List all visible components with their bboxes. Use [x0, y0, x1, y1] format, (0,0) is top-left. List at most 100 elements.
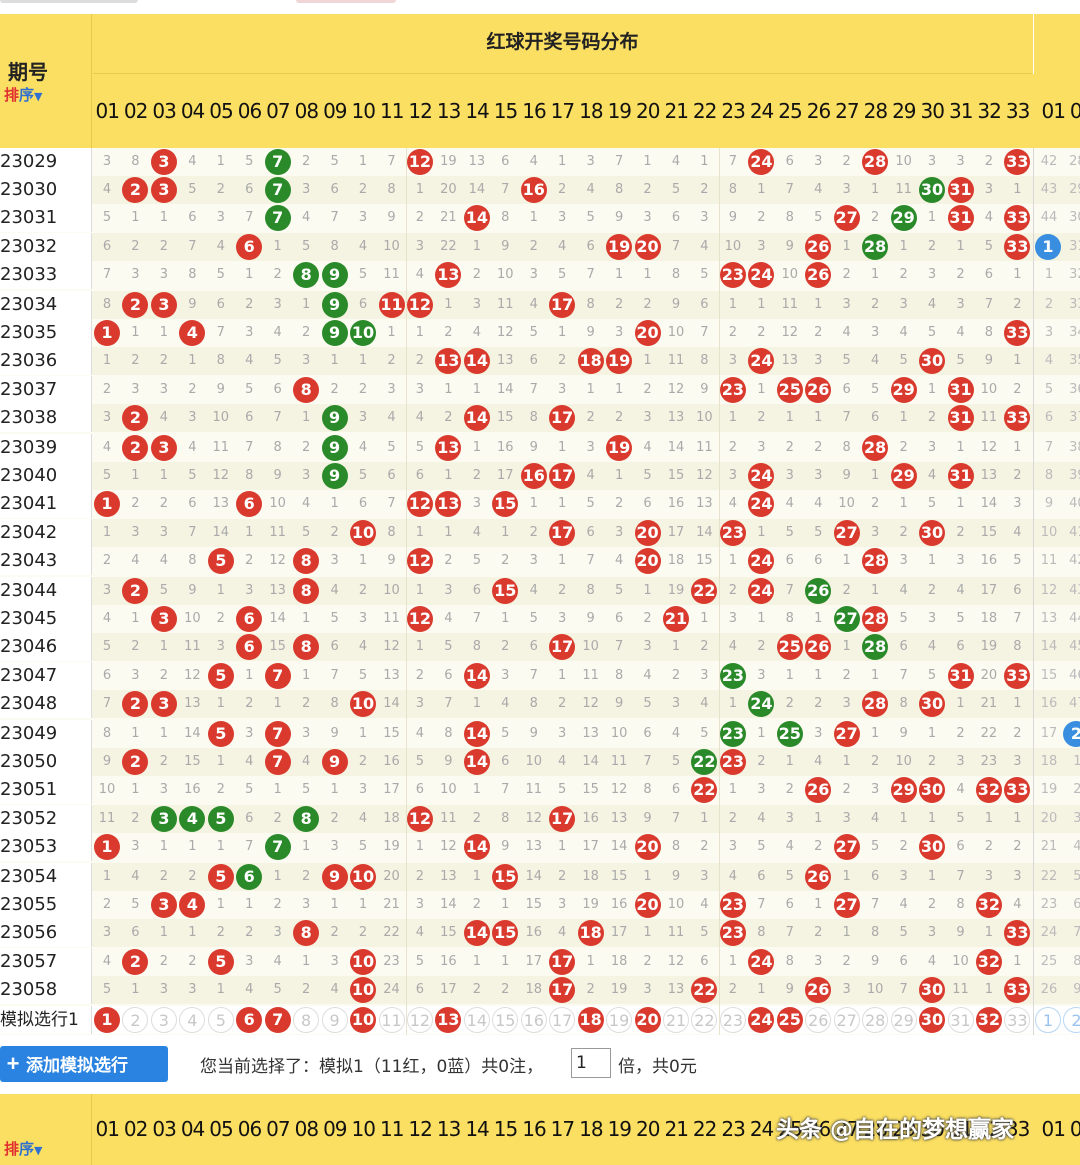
miss-count: 3 [558, 381, 567, 397]
miss-count: 5 [245, 154, 254, 169]
unselected-ball[interactable]: 16 [520, 1007, 547, 1033]
unselected-ball[interactable]: 22 [691, 1007, 718, 1033]
red-ball: 6 [236, 606, 263, 633]
miss-count: 4 [245, 353, 254, 369]
miss-count: 6 [472, 583, 481, 598]
miss-count: 9 [842, 468, 851, 484]
miss-count: 6 [614, 611, 624, 627]
selected-red-ball[interactable]: 1 [94, 1007, 120, 1033]
red-number-header: 33 [1005, 1117, 1030, 1141]
selected-red-ball[interactable]: 13 [435, 1007, 462, 1033]
miss-count: 10 [980, 381, 998, 397]
unselected-ball[interactable]: 5 [207, 1007, 234, 1033]
miss-count: 2 [245, 925, 254, 941]
unselected-blue-ball[interactable]: 2 [1063, 1007, 1080, 1033]
selected-red-ball[interactable]: 25 [776, 1007, 803, 1033]
unselected-ball[interactable]: 31 [947, 1007, 974, 1033]
unselected-ball[interactable]: 28 [862, 1007, 889, 1033]
unselected-blue-ball[interactable]: 1 [1035, 1007, 1061, 1033]
red-ball: 5 [207, 662, 234, 689]
selected-red-ball[interactable]: 24 [748, 1007, 775, 1033]
red-ball: 33 [1004, 320, 1031, 347]
miss-count: 2 [330, 810, 339, 826]
miss-count: 3 [472, 297, 481, 312]
miss-count: 4 [956, 325, 965, 341]
unselected-ball[interactable]: 15 [492, 1007, 519, 1033]
miss-count: 2 [302, 695, 311, 711]
unselected-ball[interactable]: 11 [378, 1007, 405, 1033]
red-ball: 26 [805, 777, 832, 804]
sort-toggle-footer[interactable]: 排序▼ [4, 1140, 43, 1158]
unselected-ball[interactable]: 4 [179, 1007, 206, 1033]
unselected-ball[interactable]: 2 [122, 1007, 149, 1033]
sort-toggle[interactable]: 排序▼ [4, 86, 43, 104]
top-tab[interactable] [0, 0, 138, 3]
miss-count: 1 [643, 925, 652, 941]
unselected-ball[interactable]: 29 [890, 1007, 917, 1033]
miss-count: 9 [216, 381, 225, 397]
blue-miss-count: 45 [1069, 639, 1080, 655]
selected-red-ball[interactable]: 32 [975, 1007, 1002, 1033]
miss-count: 6 [586, 524, 595, 540]
selected-red-ball[interactable]: 7 [264, 1007, 291, 1033]
miss-count: 16 [497, 440, 514, 455]
unselected-ball[interactable]: 9 [321, 1007, 348, 1033]
selected-red-ball[interactable]: 18 [577, 1007, 604, 1033]
miss-count: 1 [501, 953, 510, 969]
miss-count: 1 [358, 552, 368, 568]
unselected-ball[interactable]: 8 [293, 1007, 320, 1033]
red-ball: 26 [805, 233, 832, 260]
red-ball: 24 [748, 261, 775, 288]
miss-count: 5 [188, 182, 197, 198]
miss-count: 18 [525, 981, 543, 997]
selected-red-ball[interactable]: 10 [350, 1007, 377, 1033]
red-ball: 4 [179, 320, 206, 347]
blue-miss-count: 6 [1044, 409, 1054, 425]
red-ball: 28 [862, 547, 889, 574]
unselected-ball[interactable]: 19 [606, 1007, 633, 1033]
miss-count: 8 [956, 897, 965, 913]
selected-red-ball[interactable]: 20 [634, 1007, 661, 1033]
miss-count: 1 [785, 409, 794, 425]
miss-count: 8 [529, 409, 538, 425]
miss-count: 10 [667, 325, 685, 341]
miss-count: 4 [102, 182, 112, 198]
period-id: 23036 [0, 347, 92, 376]
miss-count: 9 [330, 726, 339, 741]
unselected-ball[interactable]: 3 [150, 1007, 177, 1033]
unselected-ball[interactable]: 23 [719, 1007, 746, 1033]
miss-count: 4 [927, 639, 937, 655]
miss-count: 5 [387, 440, 396, 455]
selected-red-ball[interactable]: 6 [236, 1007, 263, 1033]
miss-count: 1 [302, 838, 311, 854]
miss-count: 2 [757, 754, 766, 770]
blue-miss-count: 17 [1040, 726, 1058, 741]
blue-miss-count: 36 [1069, 381, 1080, 397]
miss-count: 9 [956, 925, 965, 941]
miss-count: 15 [497, 409, 514, 425]
selected-red-ball[interactable]: 30 [919, 1007, 946, 1033]
unselected-ball[interactable]: 27 [833, 1007, 860, 1033]
miss-count: 1 [216, 981, 225, 997]
add-simulation-button[interactable]: + 添加模拟选行 [0, 1046, 168, 1082]
top-tab[interactable] [296, 0, 396, 3]
unselected-ball[interactable]: 26 [805, 1007, 832, 1033]
unselected-ball[interactable]: 17 [549, 1007, 576, 1033]
miss-count: 14 [383, 695, 400, 711]
miss-count: 2 [1013, 726, 1022, 741]
miss-count: 1 [871, 468, 880, 484]
unselected-ball[interactable]: 14 [463, 1007, 490, 1033]
red-ball: 23 [719, 892, 746, 919]
miss-count: 14 [696, 524, 713, 540]
unselected-ball[interactable]: 21 [663, 1007, 689, 1033]
unselected-ball[interactable]: 12 [406, 1007, 433, 1033]
multiplier-input[interactable] [571, 1048, 611, 1078]
miss-count: 6 [216, 297, 225, 312]
miss-count: 1 [188, 838, 197, 854]
miss-count: 5 [216, 266, 225, 282]
table-row: 23056 3 6 1 1 2 2 3 8 2 2 22 4 15 14 15 16 4 18 17 1 11 5 23 8 7 2… [0, 919, 1080, 948]
miss-count: 2 [814, 325, 823, 341]
unselected-ball[interactable]: 33 [1004, 1007, 1031, 1033]
miss-count: 1 [614, 468, 624, 484]
miss-count: 10 [383, 238, 400, 254]
